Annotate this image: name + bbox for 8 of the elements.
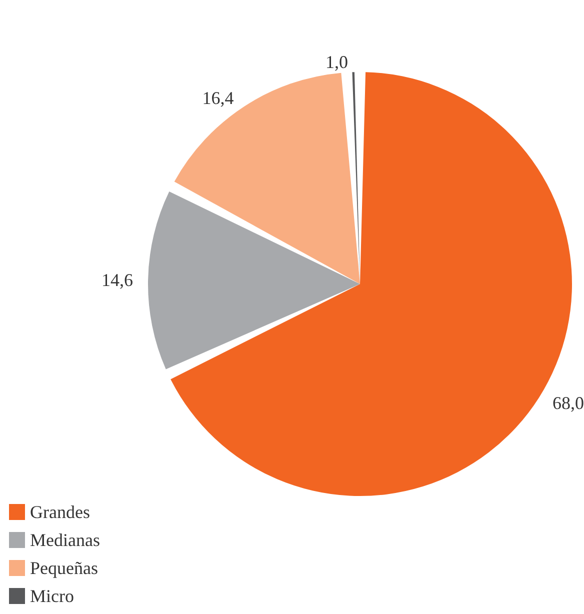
legend-label: Micro	[30, 586, 74, 606]
legend-label: Medianas	[30, 530, 100, 550]
legend-label: Grandes	[30, 502, 90, 522]
data-label: 68,0	[552, 392, 584, 413]
data-label: 1,0	[326, 52, 348, 72]
data-label: 16,4	[202, 88, 234, 108]
legend-label: Pequeñas	[30, 558, 98, 578]
data-label: 14,6	[102, 270, 134, 290]
